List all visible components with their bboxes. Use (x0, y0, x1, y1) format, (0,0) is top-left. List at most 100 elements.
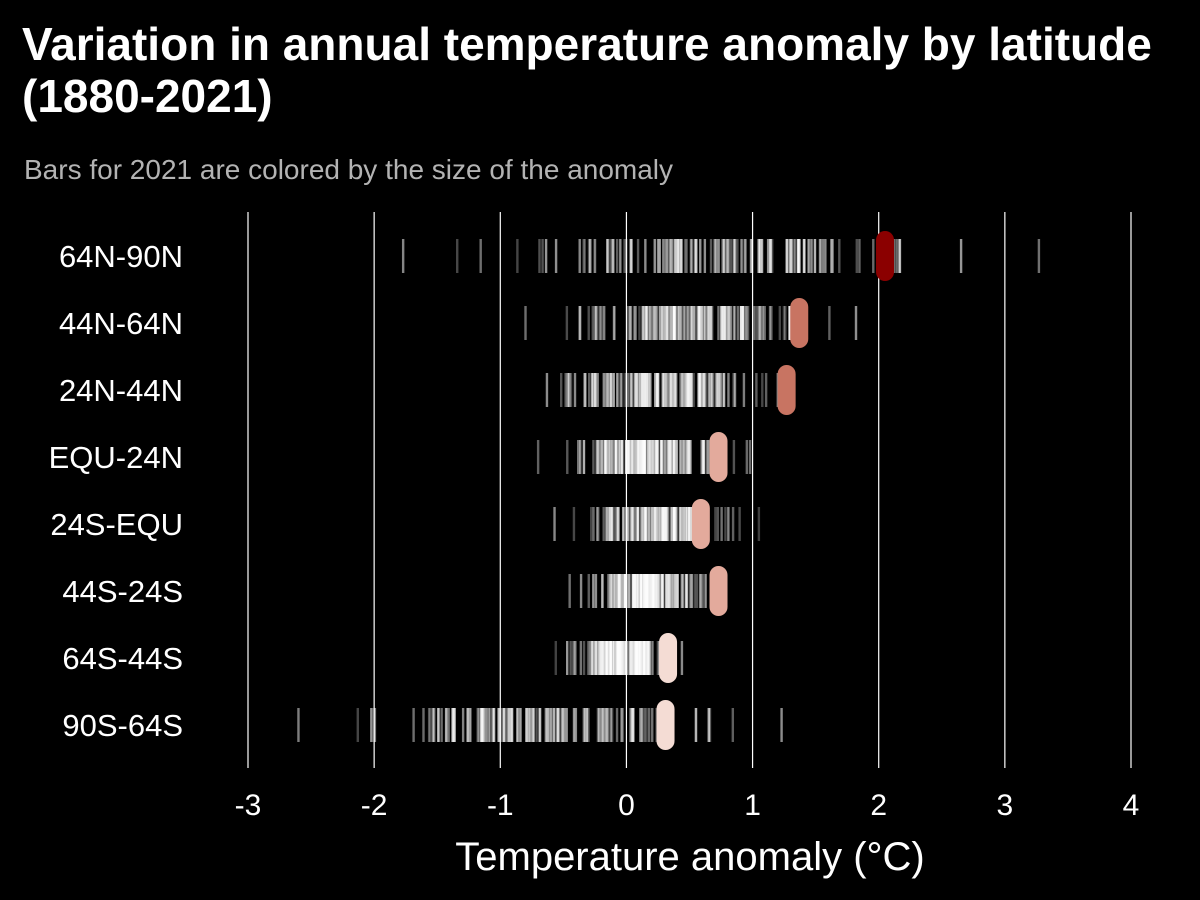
year-bar (641, 373, 644, 407)
year-bar (622, 641, 625, 675)
year-bar (642, 574, 646, 608)
year-bar (681, 373, 684, 407)
year-bar (569, 373, 573, 407)
year-bar (671, 373, 675, 407)
year-bar (642, 641, 646, 675)
year-bar (603, 708, 607, 742)
year-bar (592, 574, 595, 608)
year-bar (516, 708, 519, 742)
year-bar (545, 708, 549, 742)
year-bar (599, 641, 603, 675)
year-bar (559, 373, 563, 407)
year-bar (682, 306, 686, 340)
year-bar (606, 239, 609, 273)
year-bar (652, 574, 655, 608)
year-bar (610, 507, 614, 541)
row-label: 90S-64S (62, 708, 183, 743)
year-bar (594, 373, 597, 407)
year-bar (617, 641, 621, 675)
year-bar (637, 373, 640, 407)
year-bar (687, 306, 690, 340)
year-bar (681, 440, 685, 474)
year-bar (701, 574, 704, 608)
year-bar (608, 641, 611, 675)
year-bar (600, 440, 604, 474)
year-bar (588, 373, 591, 407)
year-bar (469, 708, 472, 742)
year-bar (818, 239, 822, 273)
year-bar (609, 574, 612, 608)
year-bar (652, 306, 656, 340)
year-bar (428, 708, 431, 742)
year-bar (679, 373, 682, 407)
year-bar (627, 574, 630, 608)
year-bar (456, 239, 459, 273)
year-bar (654, 574, 658, 608)
year-bar (588, 239, 592, 273)
year-bar (629, 507, 633, 541)
year-bar (643, 373, 647, 407)
year-bar (734, 239, 737, 273)
year-bar (631, 574, 635, 608)
bar-2021 (777, 365, 796, 415)
year-bar (770, 239, 774, 273)
year-bar (611, 440, 615, 474)
year-bar (636, 574, 640, 608)
year-bar (681, 507, 685, 541)
year-bar (616, 574, 619, 608)
year-bar (676, 574, 679, 608)
year-bar (696, 306, 699, 340)
year-bar (680, 373, 683, 407)
year-bar (731, 507, 735, 541)
year-bar (682, 373, 685, 407)
year-bar (684, 507, 688, 541)
year-bar (788, 306, 791, 340)
year-bar (647, 507, 650, 541)
year-bar (621, 641, 624, 675)
bar-2021 (790, 298, 809, 348)
year-bar (769, 239, 772, 273)
year-bar (620, 641, 624, 675)
year-bar (682, 440, 686, 474)
year-bar (679, 306, 683, 340)
year-bar (437, 708, 440, 742)
year-bar (598, 641, 601, 675)
year-bar (715, 373, 719, 407)
year-bar (601, 574, 604, 608)
year-bar (635, 373, 638, 407)
year-bar (647, 440, 650, 474)
year-bar (609, 440, 612, 474)
year-bar (609, 708, 612, 742)
year-bar (566, 373, 570, 407)
year-bar (687, 373, 691, 407)
year-strip (553, 507, 761, 541)
year-bar (647, 507, 650, 541)
year-bar (645, 708, 648, 742)
year-bar (736, 239, 739, 273)
year-bar (670, 574, 673, 608)
year-bar (661, 574, 664, 608)
year-bar (657, 373, 661, 407)
year-bar (732, 440, 736, 474)
year-bar (757, 239, 761, 273)
year-bar (637, 574, 640, 608)
year-bar (681, 574, 684, 608)
year-bar (658, 239, 661, 273)
year-bar (609, 641, 613, 675)
year-bar (669, 306, 672, 340)
year-bar (632, 641, 636, 675)
year-bar (688, 440, 692, 474)
year-bar (675, 574, 678, 608)
year-bar (482, 708, 486, 742)
year-bar (622, 641, 626, 675)
year-strip (401, 239, 1041, 273)
year-bar (619, 574, 623, 608)
year-bar (606, 708, 609, 742)
year-bar (569, 641, 572, 675)
year-bar (633, 507, 637, 541)
year-bar (621, 507, 625, 541)
year-bar (813, 239, 817, 273)
year-bar (561, 708, 564, 742)
year-bar (660, 306, 664, 340)
year-bar (568, 373, 571, 407)
